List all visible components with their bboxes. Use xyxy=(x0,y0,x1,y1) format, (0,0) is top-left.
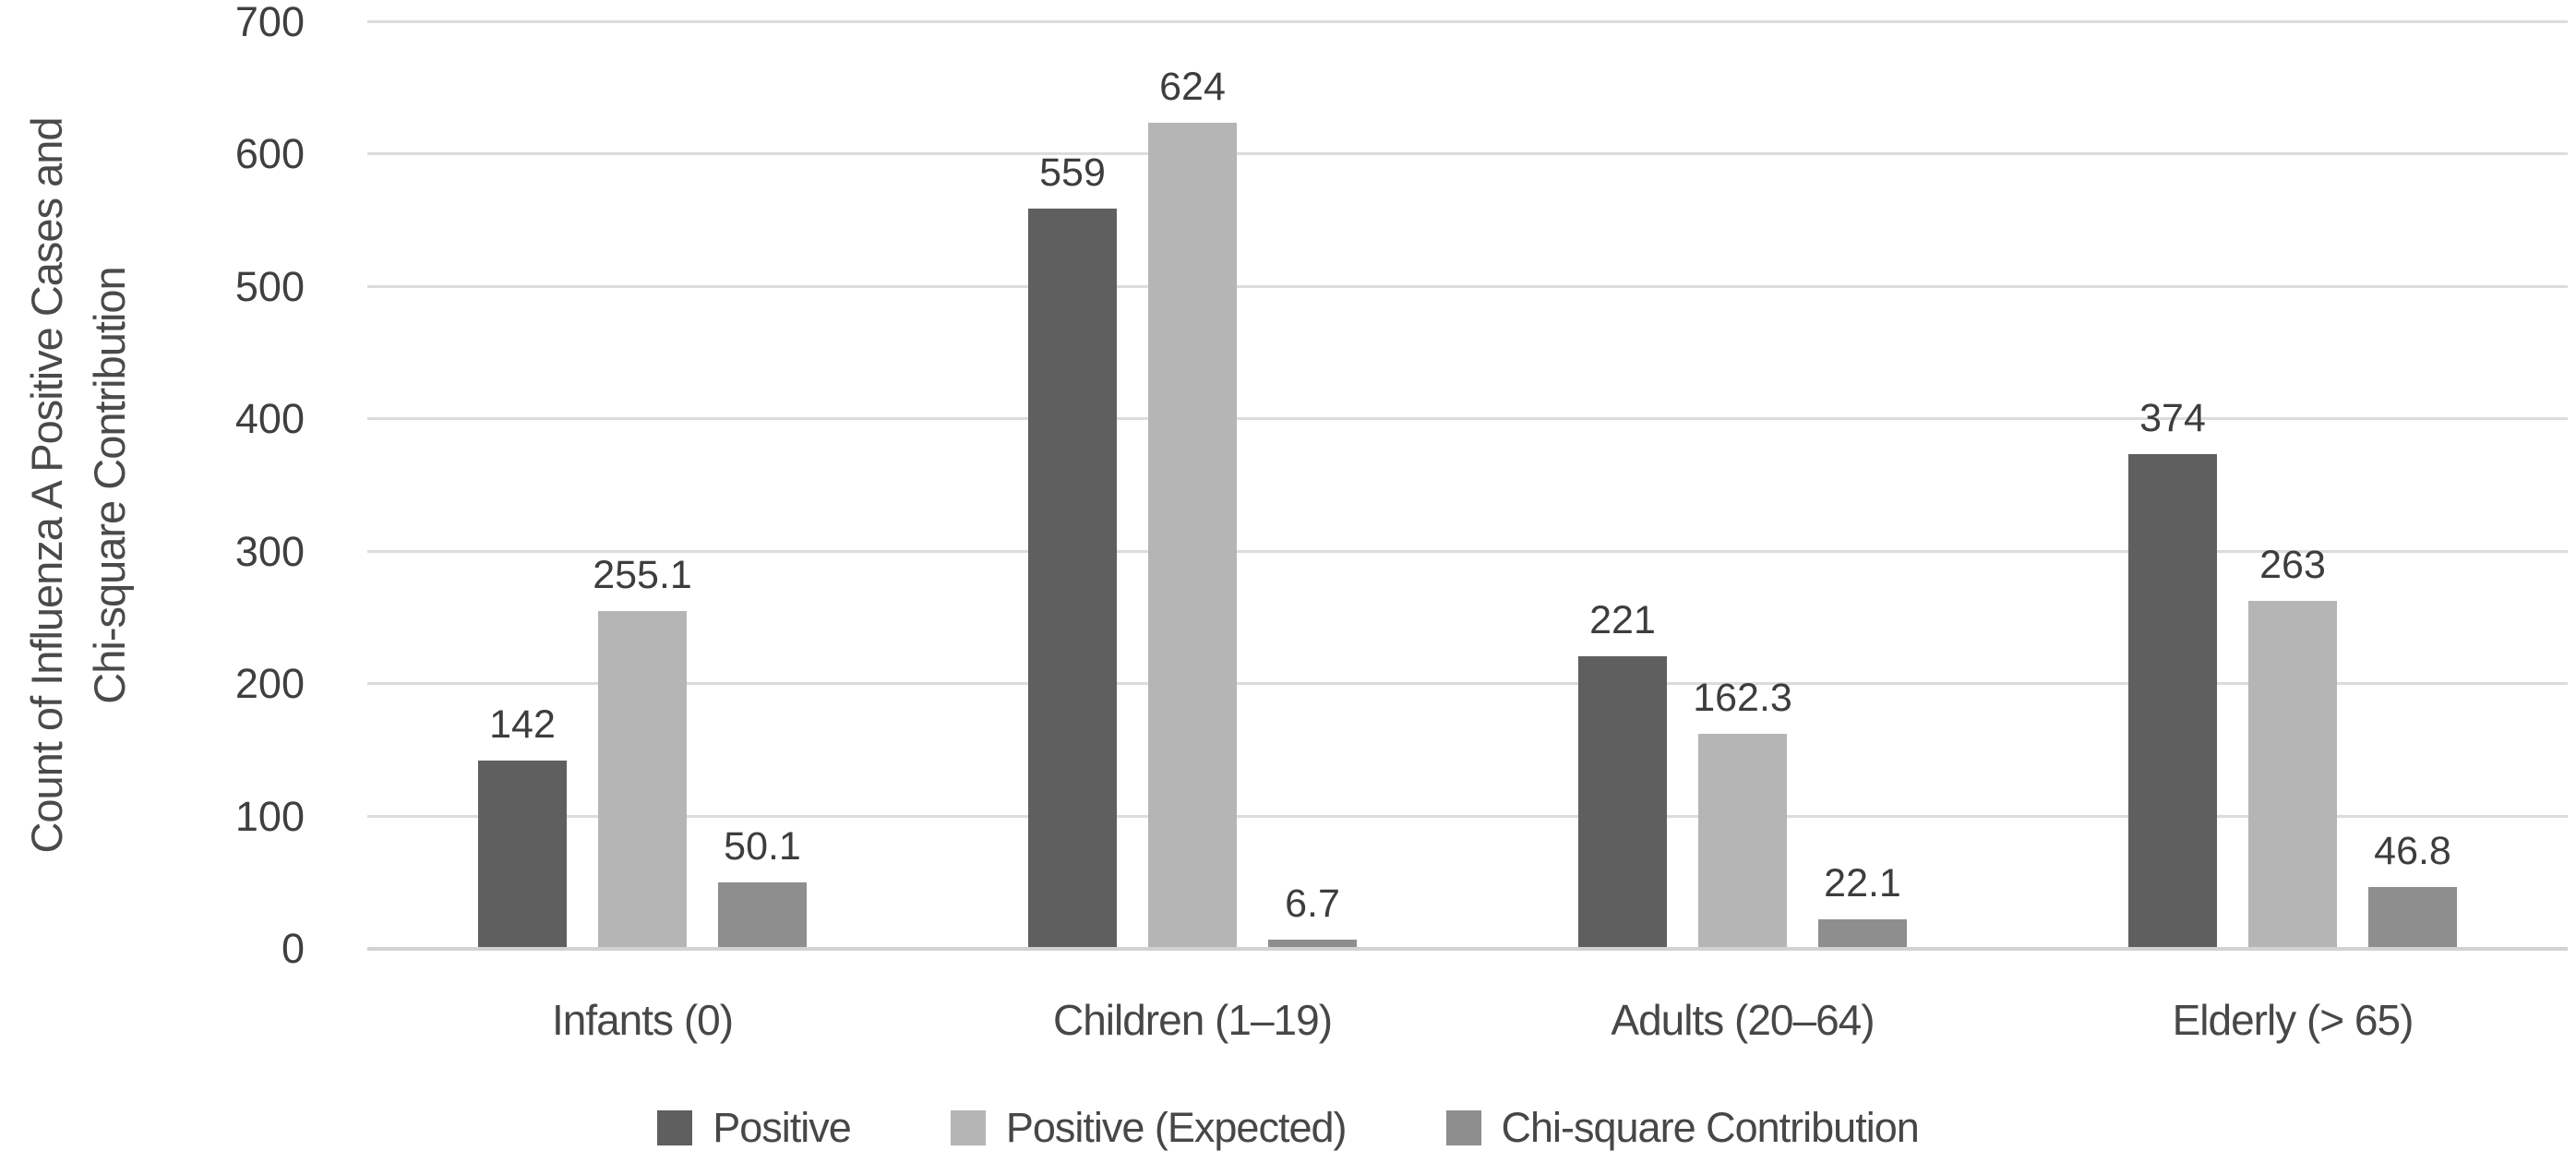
gridline xyxy=(367,549,2568,553)
bar-positive: 221 xyxy=(1578,598,1667,949)
gridline xyxy=(367,417,2568,421)
bar-value-label: 263 xyxy=(2259,542,2326,587)
bar-chi-square-contribution: 46.8 xyxy=(2368,829,2457,949)
bar-positive-expected: 162.3 xyxy=(1693,676,1792,949)
gridline xyxy=(367,682,2568,686)
x-axis-baseline xyxy=(367,947,2568,951)
y-tick-label: 100 xyxy=(234,792,305,840)
legend-item-positive: Positive xyxy=(657,1104,852,1152)
legend-label: Chi-square Contribution xyxy=(1501,1104,1920,1151)
legend-item-chi-square-contribution: Chi-square Contribution xyxy=(1445,1104,1920,1152)
x-axis-category-labels: Infants (0) Children (1–19) Adults (20–64)… xyxy=(367,995,2568,1045)
bar-value-label: 22.1 xyxy=(1824,861,1901,906)
gridline xyxy=(367,152,2568,156)
category-label-infants-0: Infants (0) xyxy=(551,996,734,1044)
legend: Positive Positive (Expected) Chi-square Co… xyxy=(0,1100,2576,1156)
bar-positive-expected: 624 xyxy=(1148,65,1237,949)
bar-value-label: 50.1 xyxy=(724,824,801,869)
bar-positive-expected: 255.1 xyxy=(593,553,692,949)
bar-chi-square-contribution: 22.1 xyxy=(1818,861,1907,949)
bar-positive: 142 xyxy=(478,702,567,949)
bar-value-label: 374 xyxy=(2139,395,2206,440)
bar-value-label: 46.8 xyxy=(2374,828,2451,873)
legend-marker-icon xyxy=(657,1110,693,1145)
y-tick-label: 600 xyxy=(234,130,305,178)
bar-value-label: 142 xyxy=(489,702,556,748)
bar-value-label: 624 xyxy=(1159,65,1226,110)
bar-group-infants-0: 142 255.1 50.1 xyxy=(367,22,917,949)
bar-value-label: 559 xyxy=(1039,150,1106,196)
y-axis-tick-labels: 700 600 500 400 300 200 100 0 xyxy=(0,0,321,972)
y-tick-label: 500 xyxy=(234,262,305,310)
bar-value-label: 6.7 xyxy=(1285,881,1340,927)
category-label-elderly-65: Elderly (> 65) xyxy=(2172,996,2414,1044)
bar-group-children-1-19: 559 624 6.7 xyxy=(917,22,1468,949)
bar-positive: 559 xyxy=(1028,150,1117,949)
y-tick-label: 300 xyxy=(234,527,305,575)
bar-chi-square-contribution: 50.1 xyxy=(718,824,807,949)
legend-marker-icon xyxy=(1445,1110,1481,1145)
gridline xyxy=(367,20,2568,23)
bar-group-adults-20-64: 221 162.3 22.1 xyxy=(1468,22,2018,949)
plot-area: 142 255.1 50.1 559 624 6.7 221 162.3 22.1 374 263 4… xyxy=(367,20,2568,951)
legend-label: Positive (Expected) xyxy=(1005,1104,1348,1151)
gridline xyxy=(367,284,2568,288)
y-tick-label: 200 xyxy=(234,660,305,708)
legend-marker-icon xyxy=(950,1110,986,1145)
y-tick-label: 0 xyxy=(281,925,305,972)
legend-label: Positive xyxy=(713,1104,852,1151)
gridline xyxy=(367,814,2568,818)
bar-value-label: 162.3 xyxy=(1693,676,1792,721)
bar-chi-square-contribution: 6.7 xyxy=(1268,881,1357,949)
bar-group-elderly-65: 374 263 46.8 xyxy=(2018,22,2568,949)
bar-positive-expected: 263 xyxy=(2248,543,2337,949)
bar-value-label: 255.1 xyxy=(593,553,692,598)
bar-value-label: 221 xyxy=(1589,598,1656,643)
category-label-children-1-19: Children (1–19) xyxy=(1052,996,1333,1044)
bar-groups: 142 255.1 50.1 559 624 6.7 221 162.3 22.1 374 263 4… xyxy=(367,22,2568,949)
legend-item-positive-expected: Positive (Expected) xyxy=(950,1104,1348,1152)
y-tick-label: 400 xyxy=(234,395,305,443)
y-tick-label: 700 xyxy=(234,0,305,45)
category-label-adults-20-64: Adults (20–64) xyxy=(1611,996,1875,1044)
bar-positive: 374 xyxy=(2128,396,2217,949)
